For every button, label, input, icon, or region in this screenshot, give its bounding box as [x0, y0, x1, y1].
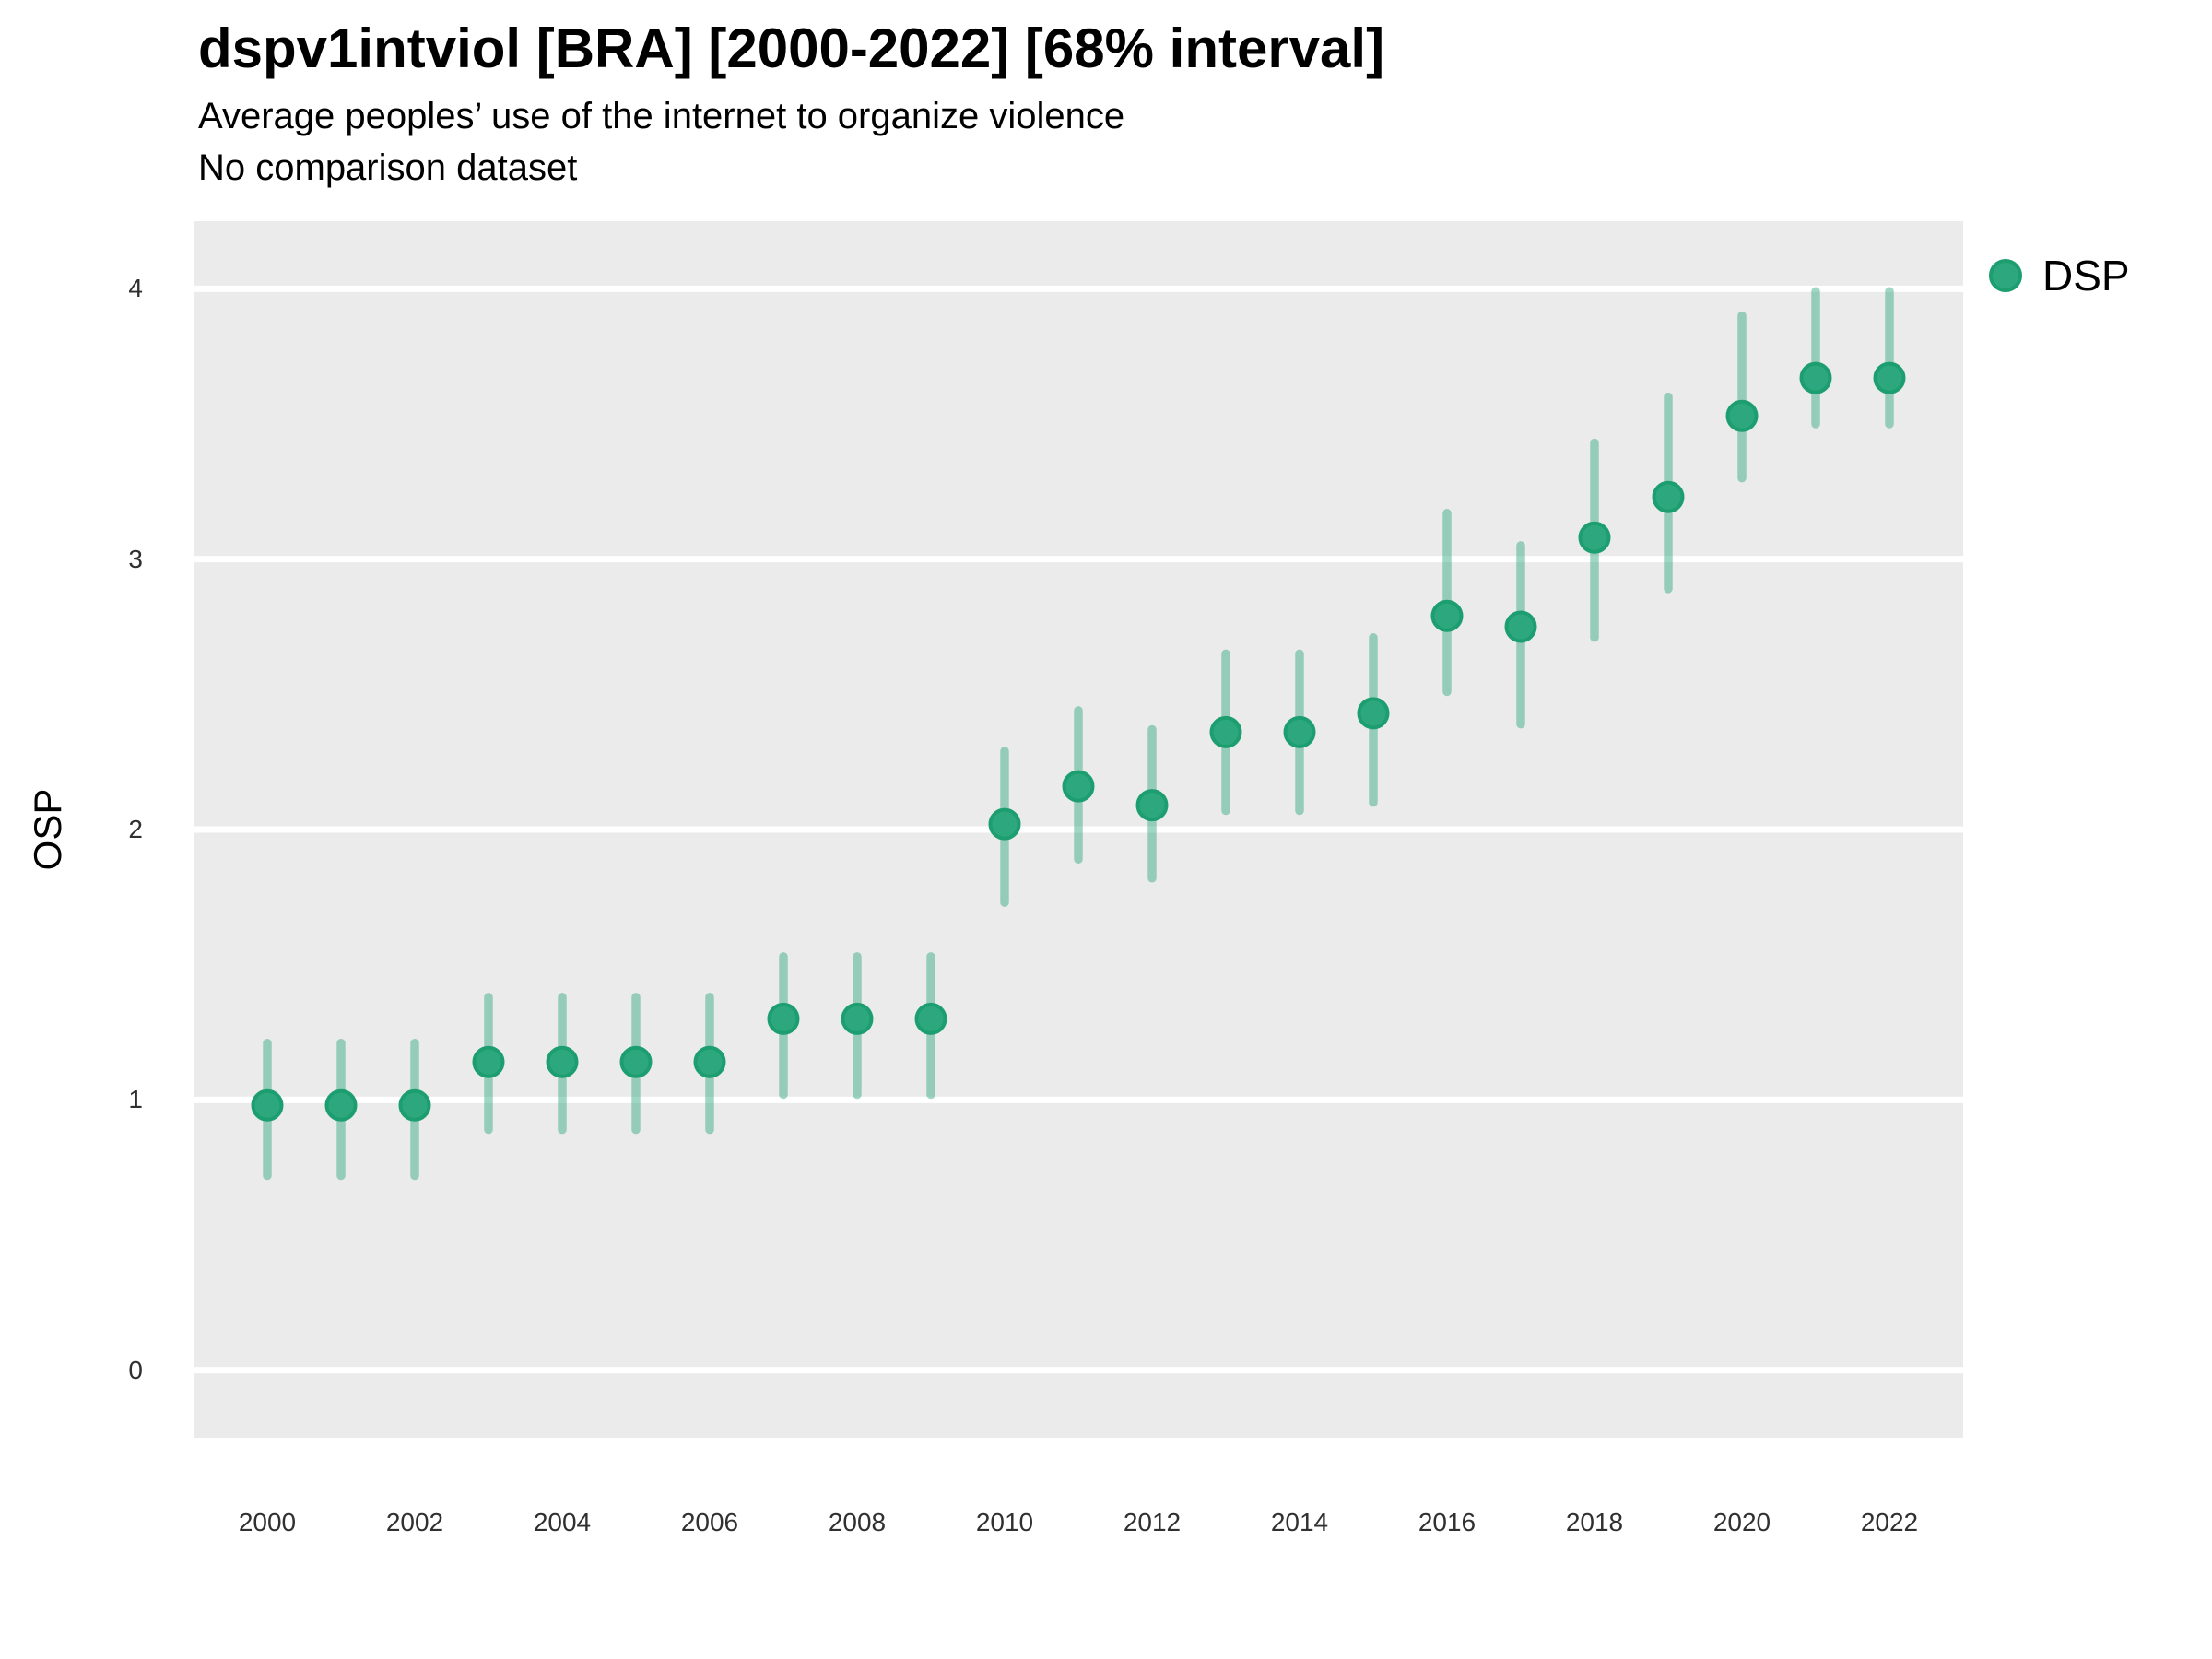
point-2014: [1283, 715, 1316, 748]
y-tick-label-1: 1: [128, 1085, 143, 1114]
point-2016: [1430, 599, 1464, 632]
y-tick-label-2: 2: [128, 815, 143, 843]
y-tick-label-4: 4: [128, 274, 143, 303]
x-tick-label-2000: 2000: [238, 1508, 297, 1536]
point-2011: [1062, 770, 1095, 803]
point-2013: [1209, 715, 1242, 748]
point-2015: [1357, 697, 1390, 730]
y-tick-label-0: 0: [128, 1355, 143, 1384]
x-tick-label-2010: 2010: [975, 1508, 1034, 1536]
point-2002: [398, 1088, 431, 1122]
chart-note: No comparison dataset: [198, 147, 578, 188]
x-tick-label-2004: 2004: [533, 1508, 592, 1536]
point-2012: [1135, 789, 1169, 822]
legend-point-icon: [1989, 259, 2022, 292]
x-tick-label-2016: 2016: [1418, 1508, 1477, 1536]
point-2010: [988, 807, 1021, 841]
x-tick-label-2020: 2020: [1712, 1508, 1771, 1536]
point-2003: [472, 1045, 505, 1078]
x-tick-label-2006: 2006: [680, 1508, 739, 1536]
x-tick-label-2002: 2002: [385, 1508, 444, 1536]
x-tick-label-2022: 2022: [1860, 1508, 1919, 1536]
x-tick-label-2012: 2012: [1123, 1508, 1182, 1536]
chart-title: dspv1intviol [BRA] [2000-2022] [68% inte…: [198, 18, 1385, 79]
x-tick-label-2018: 2018: [1565, 1508, 1624, 1536]
point-2005: [619, 1045, 653, 1078]
point-2004: [546, 1045, 579, 1078]
point-2019: [1652, 480, 1685, 513]
point-2021: [1799, 361, 1832, 394]
x-tick-label-2014: 2014: [1270, 1508, 1329, 1536]
point-2006: [693, 1045, 726, 1078]
point-2020: [1725, 399, 1759, 432]
point-2009: [914, 1002, 947, 1035]
point-2018: [1578, 521, 1611, 554]
legend-entry-label: DSP: [2042, 252, 2130, 300]
x-tick-label-2008: 2008: [828, 1508, 887, 1536]
legend: DSP: [1989, 251, 2130, 300]
point-2022: [1873, 361, 1906, 394]
y-tick-label-3: 3: [128, 544, 143, 573]
point-2008: [841, 1002, 874, 1035]
point-2007: [767, 1002, 800, 1035]
point-2017: [1504, 610, 1537, 643]
chart-subtitle: Average peoples’ use of the internet to …: [198, 96, 1125, 136]
point-2000: [251, 1088, 284, 1122]
point-2001: [324, 1088, 358, 1122]
